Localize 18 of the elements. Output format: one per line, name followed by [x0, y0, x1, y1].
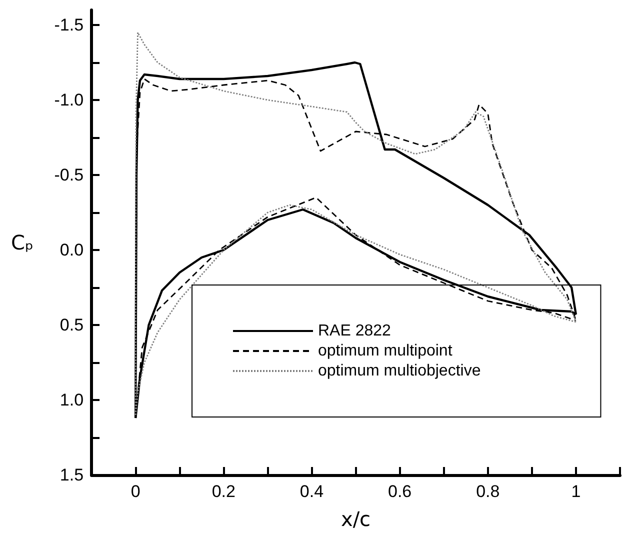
legend-label: RAE 2822 [318, 322, 392, 340]
x-tick-label: 0.4 [300, 482, 324, 501]
y-tick-label: 0.5 [60, 316, 84, 334]
y-tick-label: 1.5 [60, 466, 84, 484]
y-tick-label: 0.0 [60, 240, 84, 260]
y-tick-label: -1.0 [54, 90, 84, 110]
y-axis-title: Cₚ [11, 230, 34, 254]
x-tick-label: 0.8 [476, 482, 500, 501]
y-tick-label: 1.0 [60, 390, 84, 410]
x-tick-label: 0.6 [388, 482, 412, 501]
x-tick-label: 1 [571, 482, 581, 501]
y-tick-label: -0.5 [54, 166, 84, 184]
x-tick-label: 0.2 [212, 482, 236, 501]
legend-label: optimum multipoint [318, 342, 453, 360]
legend-label: optimum multiobjective [318, 362, 481, 380]
x-tick-label: 0 [130, 482, 140, 501]
x-axis-title: x/c [340, 507, 371, 531]
y-tick-label: -1.5 [54, 16, 84, 34]
